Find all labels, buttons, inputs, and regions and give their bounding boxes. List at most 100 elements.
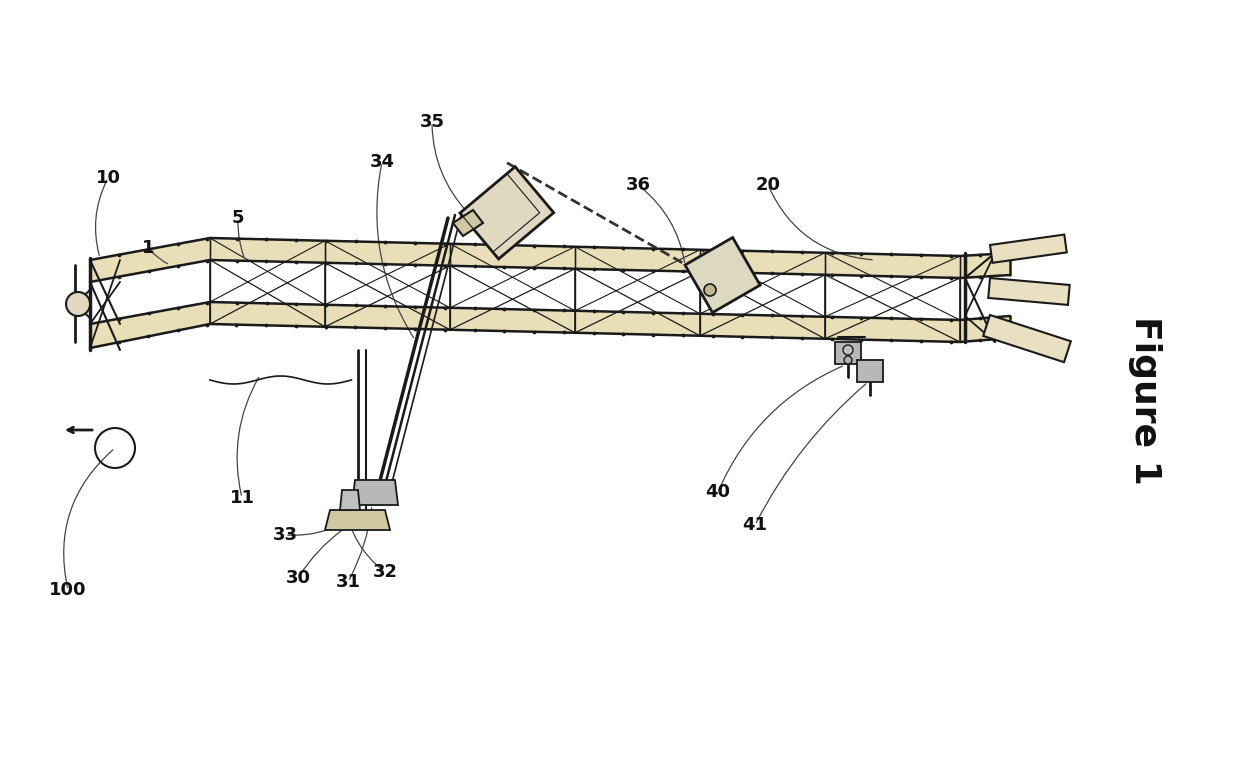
Point [882,248,901,260]
Circle shape [66,292,91,316]
Point [614,242,634,254]
Point [941,314,961,326]
Polygon shape [352,480,398,505]
Point [644,328,663,340]
Point [227,233,247,245]
Polygon shape [340,490,360,510]
Point [673,308,693,320]
Point [257,233,277,246]
Point [673,265,693,278]
Point [614,327,634,340]
Point [346,321,366,334]
Point [495,303,515,315]
Point [971,249,991,261]
Point [495,239,515,251]
Point [376,322,396,334]
Point [257,256,277,268]
Point [792,246,812,259]
Point [435,259,455,272]
Point [376,300,396,312]
Point [405,323,425,335]
Point [525,262,544,274]
Point [109,313,129,325]
Polygon shape [684,237,760,313]
Point [882,312,901,324]
Point [971,271,991,283]
Point [911,271,931,283]
Polygon shape [325,510,391,530]
Point [167,238,187,250]
Point [763,309,782,321]
Point [941,272,961,284]
Point [197,318,217,330]
Point [286,320,306,332]
Point [465,324,485,337]
Point [435,301,455,314]
Circle shape [843,345,853,355]
Point [465,302,485,314]
Circle shape [704,284,715,296]
Point [109,336,129,348]
Point [792,310,812,322]
Point [703,244,723,256]
Text: 41: 41 [743,516,768,534]
Point [495,325,515,337]
Text: 32: 32 [372,563,398,581]
Text: 33: 33 [273,526,298,544]
Point [822,269,842,281]
Point [227,297,247,309]
Point [139,308,159,320]
Point [614,264,634,276]
Point [465,238,485,250]
Point [197,255,217,267]
Point [405,237,425,249]
Point [495,261,515,273]
Point [109,271,129,283]
Point [614,306,634,318]
Point [316,321,336,333]
Text: 5: 5 [232,209,244,227]
Point [971,334,991,347]
Point [673,243,693,256]
Polygon shape [835,342,861,364]
Point [257,319,277,331]
Point [941,336,961,348]
Point [941,249,961,262]
Point [109,249,129,261]
Point [584,241,604,253]
Point [703,330,723,342]
Point [911,313,931,325]
Point [316,298,336,311]
Point [852,269,872,282]
Point [139,265,159,278]
Point [822,311,842,323]
Text: 10: 10 [95,169,120,187]
Point [584,327,604,340]
Polygon shape [857,360,883,382]
Point [525,326,544,338]
Point [376,236,396,249]
Point [197,296,217,308]
Point [882,270,901,282]
Polygon shape [990,235,1066,263]
Point [286,234,306,246]
Point [197,233,217,245]
Point [167,301,187,314]
Point [971,312,991,324]
Point [673,329,693,341]
Text: 34: 34 [370,153,394,171]
Point [554,304,574,317]
Text: Figure 1: Figure 1 [1128,316,1162,484]
Text: 100: 100 [50,581,87,599]
Point [435,324,455,336]
Point [852,311,872,324]
Point [227,255,247,267]
Point [405,301,425,313]
Text: 31: 31 [336,573,361,591]
Point [167,324,187,337]
Point [554,240,574,252]
Point [852,248,872,260]
Point [644,307,663,319]
Point [644,265,663,277]
Point [733,245,753,257]
